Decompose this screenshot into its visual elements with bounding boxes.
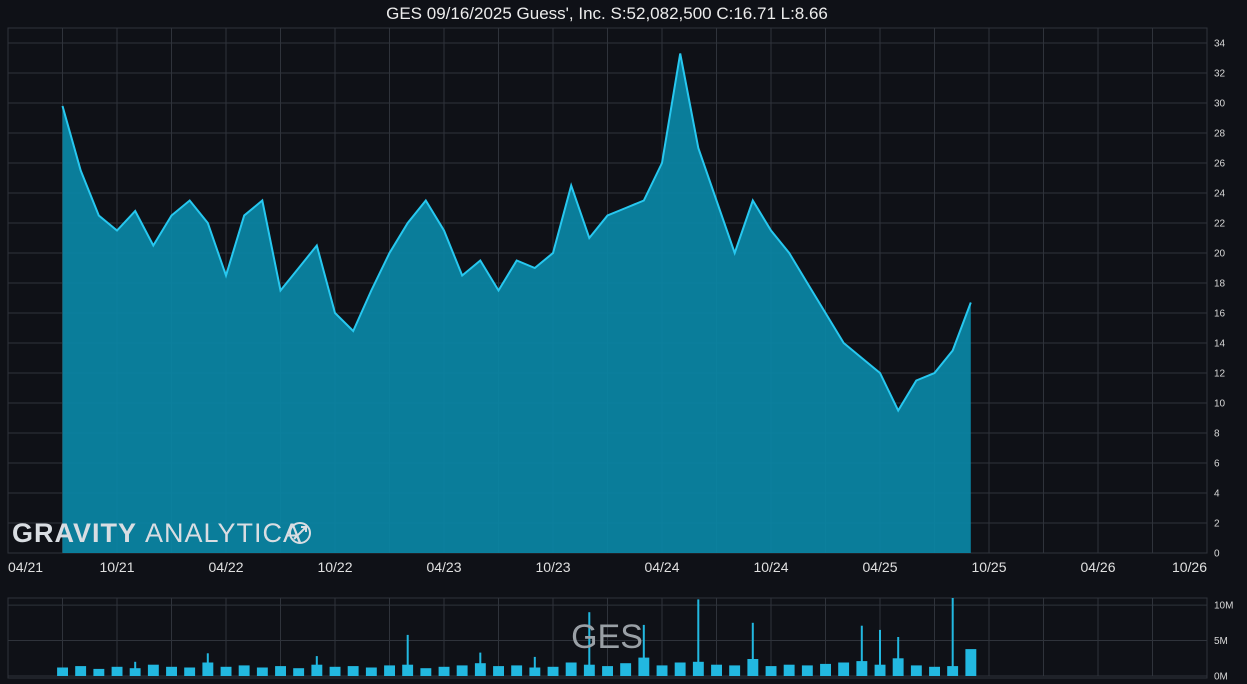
volume-bar <box>147 664 159 676</box>
volume-bar <box>293 668 305 676</box>
volume-bar <box>329 666 341 676</box>
volume-bar <box>910 665 922 676</box>
volume-spike <box>751 622 754 676</box>
y-tick-label: 26 <box>1214 159 1226 170</box>
y-tick-label: 24 <box>1214 189 1226 200</box>
y-tick-label: 10 <box>1214 399 1226 410</box>
volume-tick-label: 5M <box>1214 636 1228 647</box>
volume-spike <box>588 612 591 676</box>
volume-bar <box>347 666 359 676</box>
volume-bar <box>184 667 196 676</box>
y-tick-label: 6 <box>1214 459 1220 470</box>
y-tick-label: 14 <box>1214 339 1226 350</box>
volume-spike <box>951 598 954 676</box>
volume-spike <box>134 661 137 676</box>
price-line <box>61 53 972 413</box>
x-tick-label: 04/24 <box>644 559 679 575</box>
price-area-fill <box>62 53 971 553</box>
x-tick-label: 04/21 <box>8 559 43 575</box>
volume-bars <box>57 598 977 676</box>
volume-bar <box>365 667 377 676</box>
volume-spike <box>479 652 482 676</box>
y-tick-label: 30 <box>1214 99 1226 110</box>
x-tick-label: 10/24 <box>753 559 788 575</box>
x-tick-label: 04/22 <box>208 559 243 575</box>
y-tick-label: 8 <box>1214 429 1220 440</box>
volume-bar <box>511 665 523 676</box>
volume-bar <box>420 668 432 676</box>
volume-bar <box>602 666 613 676</box>
volume-spike <box>897 637 900 676</box>
volume-bar <box>275 666 286 676</box>
volume-bar <box>783 664 795 676</box>
volume-spike <box>879 629 881 676</box>
volume-bar <box>565 662 577 676</box>
volume-spike <box>697 599 700 676</box>
x-tick-label: 10/21 <box>99 559 134 575</box>
x-tick-label: 10/23 <box>535 559 570 575</box>
watermark-brand-light: ANALYTICA <box>145 518 302 548</box>
volume-spike <box>406 634 409 676</box>
volume-tick-label: 10M <box>1214 601 1233 612</box>
chart-title: GES 09/16/2025 Guess', Inc. S:52,082,500… <box>386 4 828 23</box>
volume-bar <box>220 666 232 676</box>
volume-bar <box>547 666 559 676</box>
volume-bar <box>729 665 741 676</box>
volume-bar <box>965 649 977 676</box>
y-tick-label: 34 <box>1214 39 1226 50</box>
volume-spike <box>206 653 209 676</box>
ticker-watermark: GES <box>571 618 643 656</box>
volume-spike <box>642 624 645 676</box>
volume-bar <box>438 666 450 676</box>
volume-bar <box>801 665 813 676</box>
brand-watermark: GRAVITY ANALYTICA <box>12 518 311 548</box>
y-tick-label: 12 <box>1214 369 1226 380</box>
rocket-icon <box>289 522 311 544</box>
y-tick-label: 28 <box>1214 129 1226 140</box>
volume-bar <box>166 666 177 676</box>
price-area <box>61 53 972 553</box>
volume-bar <box>929 666 940 676</box>
volume-axis-ticks: 10M 5M 0M <box>1214 601 1233 683</box>
volume-bar <box>456 665 468 676</box>
volume-bar <box>711 664 722 676</box>
y-tick-label: 2 <box>1214 519 1220 530</box>
volume-tick-label: 0M <box>1214 672 1228 683</box>
y-tick-label: 0 <box>1214 549 1220 560</box>
x-tick-label: 10/25 <box>971 559 1006 575</box>
volume-spike <box>860 625 863 676</box>
volume-bar <box>765 666 777 676</box>
x-tick-label: 10/26 <box>1172 559 1207 575</box>
volume-bar <box>57 667 68 676</box>
volume-bar <box>111 666 123 676</box>
x-tick-label: 04/23 <box>426 559 461 575</box>
y-tick-label: 16 <box>1214 309 1226 320</box>
x-tick-label: 04/26 <box>1080 559 1115 575</box>
x-tick-label: 10/22 <box>317 559 352 575</box>
x-axis-ticks: 04/21 10/21 04/22 10/22 04/23 10/23 04/24 10/24… <box>8 559 1207 575</box>
volume-bar <box>93 668 105 676</box>
y-tick-label: 32 <box>1214 69 1226 80</box>
y-tick-label: 18 <box>1214 279 1226 290</box>
watermark-brand-bold: GRAVITY <box>12 518 137 548</box>
volume-bar <box>838 662 850 676</box>
volume-bar <box>674 662 686 676</box>
volume-bar <box>820 663 831 676</box>
volume-bar <box>656 665 668 676</box>
volume-bar <box>493 666 504 676</box>
volume-bar <box>384 665 395 676</box>
volume-spike <box>315 656 318 676</box>
volume-bar <box>256 667 268 676</box>
y-tick-label: 20 <box>1214 249 1226 260</box>
volume-bar <box>620 663 632 676</box>
x-tick-label: 04/25 <box>862 559 897 575</box>
y-tick-label: 4 <box>1214 489 1220 500</box>
volume-bar <box>75 666 87 676</box>
volume-bar <box>238 665 250 676</box>
volume-spike <box>533 656 536 676</box>
y-tick-label: 22 <box>1214 219 1226 230</box>
